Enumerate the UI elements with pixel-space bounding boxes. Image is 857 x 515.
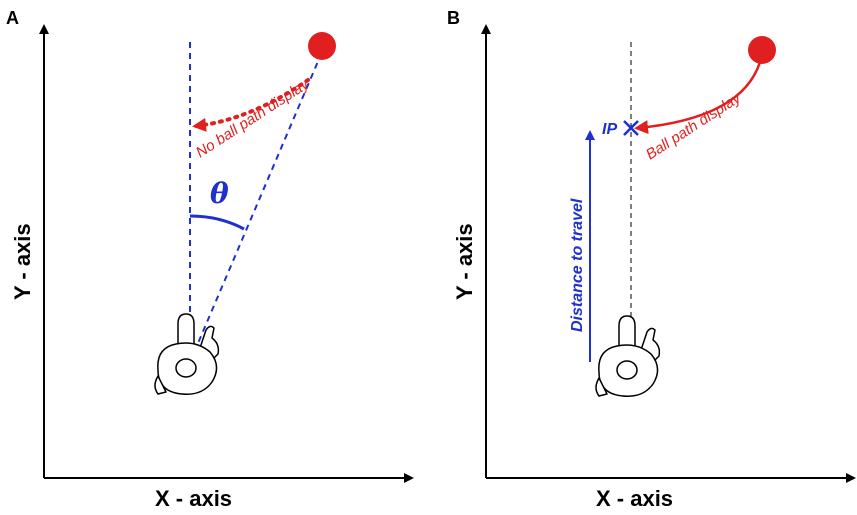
no-ball-path-text: No ball path display <box>193 75 313 161</box>
panel-a-label: A <box>6 8 19 28</box>
panel-a: A Y - axis X - axis θ No ball path displ… <box>6 8 414 511</box>
ball-path-arrow <box>634 61 762 135</box>
ip-label: IP <box>602 121 617 138</box>
person-b <box>595 315 661 397</box>
y-axis-label-a: Y - axis <box>10 223 35 300</box>
panel-b: B Y - axis X - axis IP Distance to trave… <box>447 8 856 511</box>
x-axis-label-a: X - axis <box>155 486 232 511</box>
person-a <box>154 313 220 395</box>
panel-b-label: B <box>447 8 460 28</box>
x-axis-label-b: X - axis <box>596 486 673 511</box>
ball-b <box>748 36 776 64</box>
ball-direction-line-a <box>189 51 323 363</box>
angle-arc <box>189 214 245 231</box>
ball-a <box>308 32 336 60</box>
no-ball-path-arrow <box>192 78 310 132</box>
theta-label: θ <box>210 177 229 210</box>
distance-to-travel-text: Distance to travel <box>569 198 586 332</box>
y-axis-label-b: Y - axis <box>452 223 477 300</box>
